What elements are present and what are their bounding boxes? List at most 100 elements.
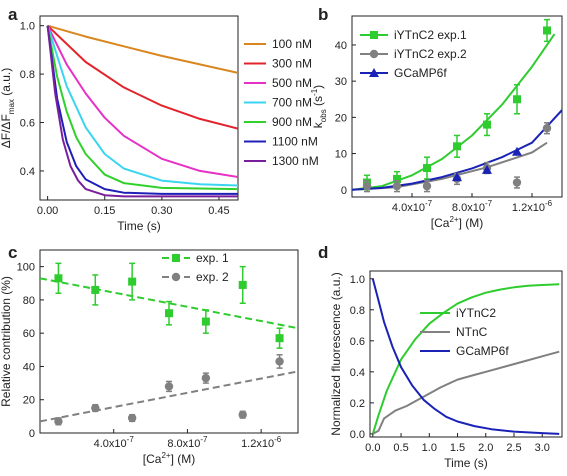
x-tick-label: 0.00 — [37, 205, 58, 217]
legend: exp. 1 exp. 2 — [162, 251, 229, 284]
data-point — [275, 357, 284, 366]
panel-label-b: b — [318, 5, 328, 24]
data-point — [127, 413, 137, 423]
data-point — [54, 417, 63, 426]
x-tick-label: 8.0x10-7 — [452, 199, 493, 214]
y-axis-label: Normalized fluorescence (a.u.) — [329, 272, 343, 435]
panel-label-d: d — [318, 243, 328, 262]
y-axis-label: ΔF/ΔFmax (a.u.) — [0, 68, 16, 149]
x-tick-label: 2.5 — [506, 442, 521, 454]
panel-d-chart: 0.0 0.5 1.0 1.5 2.0 2.5 3.0 0.0 0.2 0.4 0.6 0.8 1.0 T… — [329, 270, 563, 470]
legend-marker — [369, 49, 379, 59]
plot-area — [46, 24, 238, 198]
plot-area — [40, 277, 298, 423]
x-axis-label: Time (s) — [444, 456, 488, 470]
x-tick-label: 1.5 — [450, 442, 465, 454]
y-tick-label: 10 — [335, 149, 347, 161]
legend-label: 500 nM — [272, 76, 312, 90]
data-point — [483, 120, 491, 129]
data-point — [164, 382, 174, 391]
series-line — [46, 25, 238, 191]
data-point — [91, 285, 100, 294]
y-axis-label: Relative contribution (%) — [0, 276, 13, 407]
data-point — [393, 174, 401, 183]
legend-marker — [172, 254, 180, 262]
x-tick-label: 0.45 — [208, 205, 229, 217]
data-point — [512, 178, 522, 187]
data-point — [201, 317, 210, 326]
legend-label: exp. 1 — [196, 251, 229, 265]
x-tick-label: 0.30 — [151, 205, 172, 217]
y-tick-label: 0.2 — [350, 398, 365, 410]
legend-marker — [171, 272, 181, 282]
series-line — [46, 25, 238, 187]
data-point — [128, 277, 137, 286]
legend: iYTnC2 NTnC GCaMP6f — [420, 306, 509, 358]
series-line — [46, 25, 238, 195]
data-point — [238, 280, 247, 289]
data-point — [422, 181, 432, 191]
legend: 100 nM 300 nM 500 nM 700 nM 900 nM 1100 nM 130… — [244, 37, 319, 168]
data-point — [453, 142, 461, 151]
x-axis-label: Time (s) — [117, 219, 161, 233]
y-tick-label: 0.4 — [20, 166, 35, 178]
legend-label: 700 nM — [272, 96, 312, 110]
y-tick-label: 0 — [29, 428, 35, 440]
x-tick-label: 4.0x10-7 — [392, 199, 433, 214]
y-tick-label: 0.6 — [350, 336, 365, 348]
panel-label-a: a — [8, 5, 18, 24]
legend-label: iYTnC2 exp.2 — [394, 47, 467, 61]
y-tick-label: 0.4 — [350, 367, 365, 379]
x-axis-label: [Ca2+] (M) — [143, 451, 195, 466]
y-tick-label: 80 — [23, 295, 35, 307]
x-tick-label: 0.0 — [365, 442, 380, 454]
legend-label: 1300 nM — [272, 154, 319, 168]
y-tick-label: 40 — [335, 40, 347, 52]
data-point — [275, 334, 284, 343]
x-tick-label: 0.15 — [94, 205, 115, 217]
legend-label: 1100 nM — [272, 135, 318, 149]
data-point — [542, 124, 552, 133]
data-point — [165, 309, 173, 318]
y-tick-label: 100 — [17, 262, 35, 274]
legend-label: GCaMP6f — [394, 66, 447, 80]
x-tick-label: 1.2x10-6 — [512, 199, 553, 214]
plot-frame — [39, 249, 299, 434]
series-line — [47, 24, 238, 74]
panel-a-chart: 0.00 0.15 0.30 0.45 0.4 0.6 0.8 1.0 Time (s) ΔF/Δ… — [0, 15, 319, 233]
y-tick-label: 40 — [23, 361, 35, 373]
x-tick-label: 3.0 — [535, 442, 550, 454]
x-tick-label: 1.0 — [422, 442, 437, 454]
data-point — [201, 373, 211, 383]
plot-area — [371, 278, 560, 435]
legend-label: GCaMP6f — [456, 344, 509, 358]
series-line — [371, 283, 560, 435]
data-point — [482, 164, 492, 174]
panel-c-chart: 4.0x10-7 8.0x10-7 1.2x10-6 0 20 40 60 80 100 [Ca2… — [0, 249, 299, 466]
panel-label-c: c — [8, 243, 17, 262]
data-point — [452, 172, 462, 182]
legend-label: exp. 2 — [196, 270, 229, 284]
legend-label: iYTnC2 exp.1 — [394, 28, 467, 42]
x-tick-label: 8.0x10-7 — [167, 435, 208, 450]
legend-label: 900 nM — [272, 115, 312, 129]
series-line — [46, 24, 238, 130]
x-axis-label: [Ca2+] (M) — [431, 215, 483, 230]
series-line — [371, 278, 560, 435]
series-line — [46, 25, 238, 178]
legend: iYTnC2 exp.1 iYTnC2 exp.2 GCaMP6f — [360, 28, 467, 80]
y-tick-label: 0.8 — [20, 69, 35, 81]
plot-frame — [39, 15, 239, 201]
y-tick-label: 1.0 — [20, 21, 35, 33]
x-tick-label: 1.2x10-6 — [241, 435, 282, 450]
x-tick-label: 0.5 — [393, 442, 408, 454]
legend-label: 100 nM — [272, 37, 312, 51]
plot-frame — [351, 15, 563, 198]
y-tick-label: 20 — [335, 112, 347, 124]
legend-label: 300 nM — [272, 57, 312, 71]
panel-b-chart: 4.0x10-7 8.0x10-7 1.2x10-6 0 10 20 30 40 [Ca2+] … — [310, 15, 563, 230]
y-tick-label: 0.6 — [20, 118, 35, 130]
x-tick-label: 4.0x10-7 — [94, 435, 135, 450]
data-point — [91, 403, 100, 413]
